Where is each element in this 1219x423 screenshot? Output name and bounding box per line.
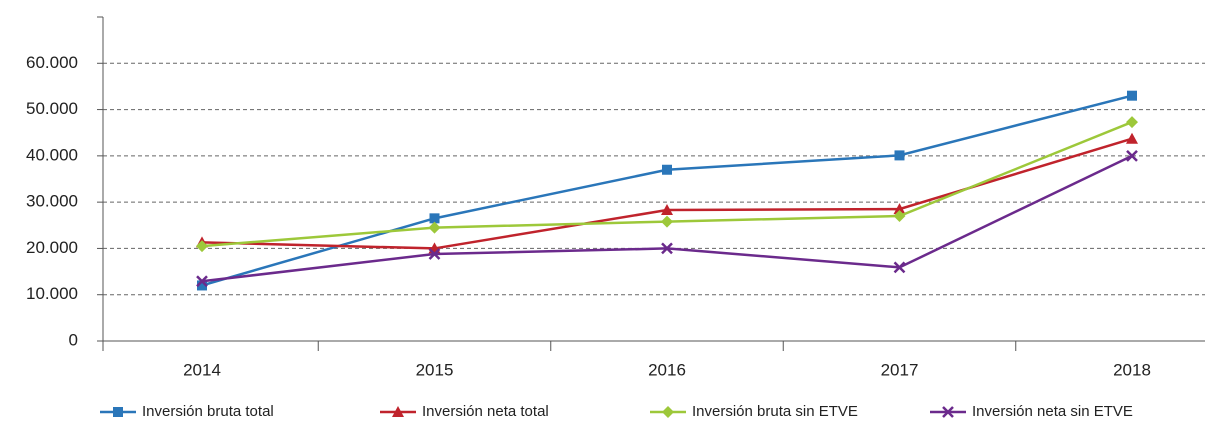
- marker: [942, 406, 954, 418]
- y-tick-label: 50.000: [26, 99, 78, 118]
- marker: [893, 210, 906, 223]
- y-tick-label: 20.000: [26, 238, 78, 257]
- marker: [428, 221, 441, 234]
- marker: [893, 203, 906, 215]
- x-tick-label: 2018: [1113, 360, 1151, 379]
- legend-label: Inversión bruta sin ETVE: [692, 403, 858, 420]
- marker: [662, 406, 674, 418]
- y-tick-label: 0: [69, 330, 78, 349]
- marker: [893, 261, 906, 274]
- marker: [661, 242, 673, 255]
- marker: [392, 406, 404, 417]
- marker: [196, 240, 208, 253]
- legend-label: Inversión neta total: [422, 403, 549, 420]
- legend-label: Inversión bruta total: [142, 403, 274, 420]
- marker: [196, 275, 208, 288]
- marker: [661, 204, 673, 216]
- marker: [1126, 149, 1138, 162]
- marker: [894, 150, 905, 161]
- series-line: [201, 94, 1133, 287]
- marker: [1126, 116, 1138, 129]
- legend-label: Inversión neta sin ETVE: [972, 403, 1133, 420]
- x-tick-label: 2016: [648, 360, 686, 379]
- y-tick-label: 10.000: [26, 284, 78, 303]
- marker: [428, 248, 441, 260]
- series-line: [201, 137, 1133, 250]
- y-tick-label: 60.000: [26, 53, 78, 72]
- x-tick-label: 2017: [881, 360, 919, 379]
- marker: [662, 164, 672, 175]
- x-tick-label: 2014: [183, 360, 221, 379]
- y-tick-label: 40.000: [26, 145, 78, 164]
- marker: [1126, 132, 1138, 144]
- x-tick-label: 2015: [416, 360, 454, 379]
- y-tick-label: 30.000: [26, 192, 78, 211]
- marker: [113, 407, 123, 417]
- marker: [661, 215, 673, 228]
- marker: [197, 280, 207, 291]
- marker: [1127, 90, 1137, 101]
- marker: [429, 213, 440, 224]
